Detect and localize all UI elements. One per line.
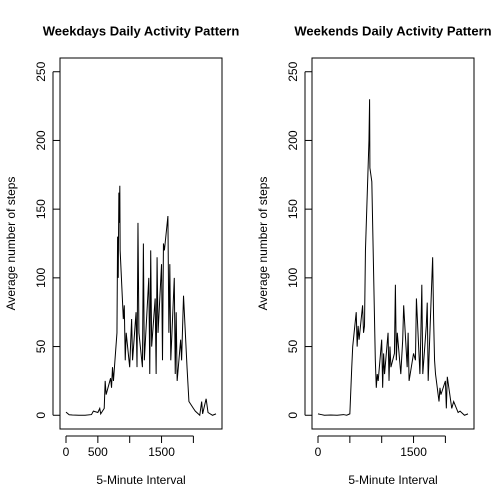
y-tick-label: 50 (34, 340, 48, 354)
y-axis-label: Average number of steps (256, 177, 270, 311)
x-axis-label: 5-Minute Interval (348, 473, 437, 487)
y-tick-label: 150 (286, 199, 300, 219)
data-line (317, 99, 469, 416)
y-tick-label: 150 (34, 199, 48, 219)
plot-box (311, 57, 475, 430)
x-tick-label: 0 (63, 445, 70, 459)
y-tick-label: 250 (34, 61, 48, 81)
y-tick-label: 100 (286, 268, 300, 288)
y-tick-label: 200 (286, 130, 300, 150)
x-tick-label: 0 (315, 445, 322, 459)
chart-title: Weekends Daily Activity Pattern (294, 23, 491, 38)
x-tick-label: 500 (88, 445, 108, 459)
data-line (65, 185, 217, 417)
chart-title: Weekdays Daily Activity Pattern (43, 23, 240, 38)
y-tick-label: 100 (34, 268, 48, 288)
plot-box (59, 57, 223, 430)
x-axis-label: 5-Minute Interval (96, 473, 185, 487)
y-tick-label: 0 (34, 412, 48, 419)
y-axis-label: Average number of steps (4, 177, 18, 311)
y-tick-label: 50 (286, 340, 300, 354)
x-tick-label: 1500 (148, 445, 175, 459)
y-tick-label: 0 (286, 412, 300, 419)
y-tick-label: 200 (34, 130, 48, 150)
y-tick-label: 250 (286, 61, 300, 81)
x-tick-label: 1500 (400, 445, 427, 459)
